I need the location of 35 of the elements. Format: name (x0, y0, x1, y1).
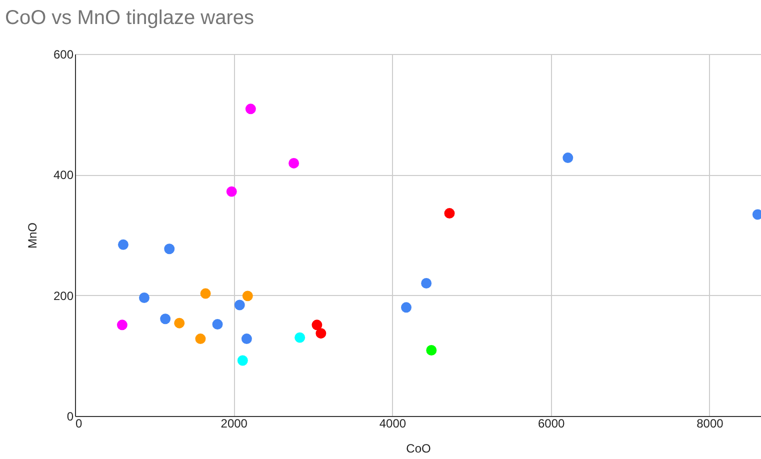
point (174, 318, 185, 328)
point (316, 328, 326, 339)
point (245, 104, 256, 114)
point (444, 208, 455, 219)
point (195, 334, 206, 344)
x-tick-label: 6000 (538, 416, 566, 430)
y-axis-title: MnO (25, 222, 40, 249)
x-tick-label: 0 (76, 416, 82, 430)
point (312, 320, 322, 330)
point (138, 292, 150, 303)
point (118, 239, 128, 250)
point (116, 320, 128, 330)
point (562, 152, 574, 164)
x-tick-label: 4000 (379, 416, 406, 430)
point (164, 244, 175, 254)
point (242, 290, 253, 302)
chart-title: CoO vs MnO tinglaze wares (5, 7, 254, 29)
point (234, 300, 245, 310)
x-tick-label: 2000 (220, 416, 248, 430)
point (200, 288, 211, 299)
y-tick-label: 200 (53, 288, 74, 303)
point (401, 302, 412, 313)
x-axis-title: CoO (406, 442, 431, 456)
point (421, 278, 432, 288)
y-tick-label: 600 (53, 48, 74, 62)
point (160, 314, 171, 324)
point (288, 158, 300, 168)
x-tick-label: 8000 (696, 416, 724, 430)
point (426, 345, 437, 356)
point (241, 334, 252, 344)
point (237, 355, 248, 366)
point (226, 186, 237, 197)
y-tick-label: 400 (53, 168, 74, 182)
point (212, 319, 223, 330)
point (294, 332, 306, 343)
